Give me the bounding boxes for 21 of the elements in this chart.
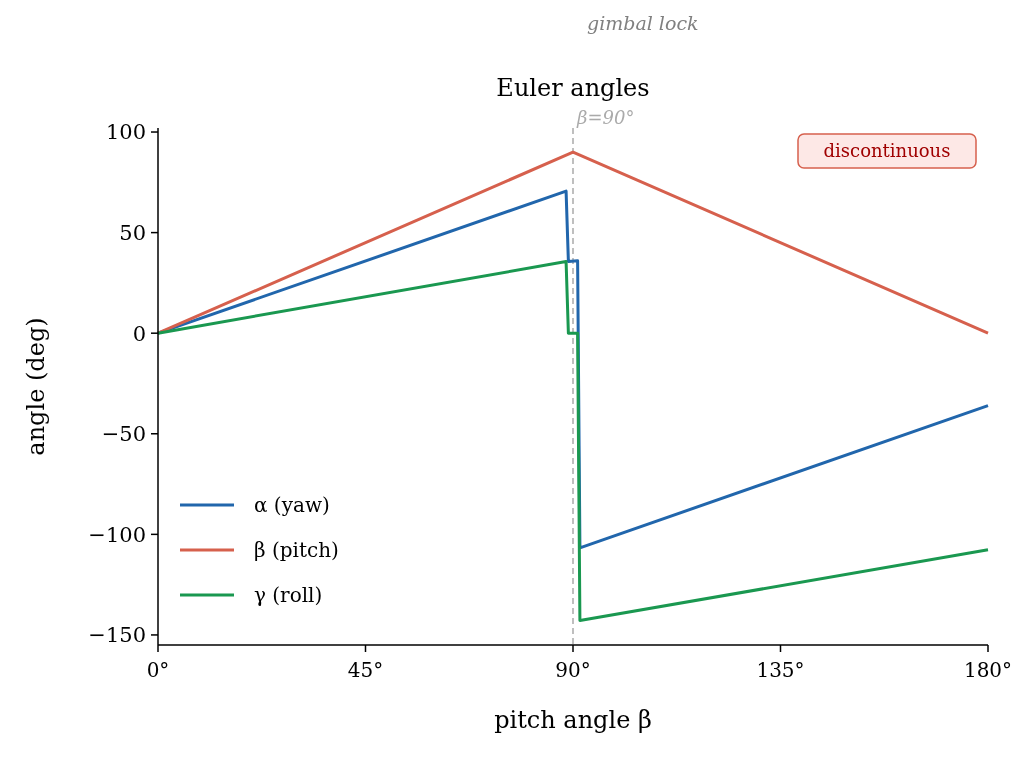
x-tick-label: 45°: [347, 658, 384, 682]
ref-line-label: β=90°: [576, 107, 635, 128]
y-tick-label: 50: [119, 220, 146, 245]
chart-title: Euler angles: [496, 74, 650, 102]
y-tick-label: −100: [88, 522, 146, 547]
x-axis-title: pitch angle β: [494, 706, 652, 734]
y-tick-label: −50: [101, 422, 146, 447]
legend-label: α (yaw): [254, 493, 330, 517]
line-series: [156, 260, 990, 622]
y-tick-label: 100: [105, 120, 146, 145]
y-tick-label: 0: [132, 321, 146, 346]
x-tick-label: 90°: [555, 658, 591, 682]
x-tick-label: 180°: [963, 658, 1013, 682]
x-tick-label: 135°: [756, 658, 805, 682]
y-tick-label: −150: [88, 623, 146, 648]
annotation: discontinuous: [823, 140, 951, 162]
legend-label: β (pitch): [254, 538, 339, 562]
legend-label: γ (roll): [254, 583, 323, 607]
text: gimbal lock: [587, 12, 699, 34]
x-tick-label: 0°: [146, 658, 170, 682]
y-axis-title: angle (deg): [22, 317, 50, 456]
